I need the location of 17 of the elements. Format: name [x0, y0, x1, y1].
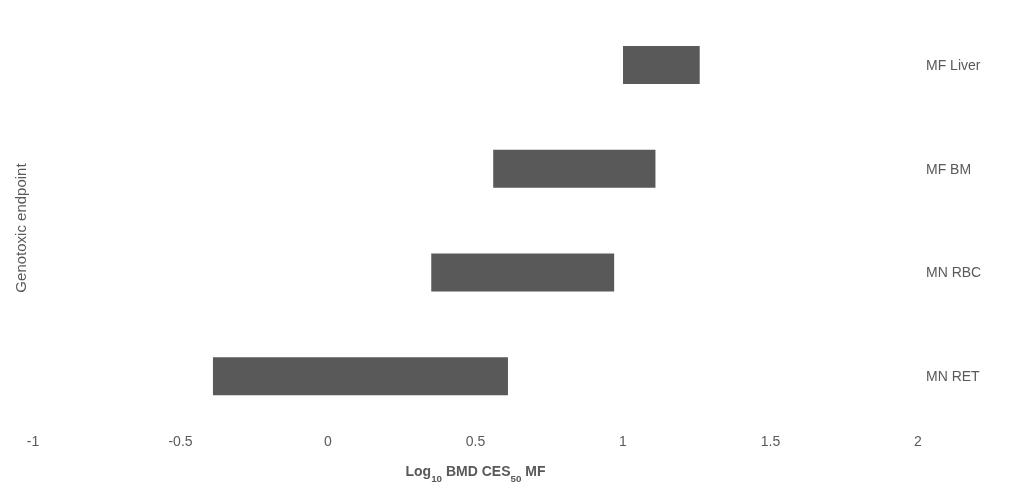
y-tick-label: MF Liver	[926, 56, 981, 73]
y-tick-label: MN RBC	[926, 264, 982, 281]
x-tick-label: -0.5	[168, 432, 193, 449]
bar	[623, 46, 700, 84]
x-axis-title: Log$_{10}$ BMD CES$_{50}$ MF	[405, 463, 546, 484]
x-tick-label: 2	[914, 432, 923, 449]
x-tick-label: 1	[619, 432, 628, 449]
x-tick-label: 0	[324, 432, 333, 449]
bar	[493, 149, 656, 188]
y-axis-title: Genotoxic endpoint	[12, 162, 29, 293]
bar	[431, 253, 615, 292]
y-tick-label: MN RET	[926, 368, 981, 385]
x-tick-label: 0.5	[465, 432, 486, 449]
x-tick-label: -1	[26, 432, 40, 449]
y-tick-label: MF BM	[926, 160, 972, 177]
x-tick-label: 1.5	[760, 432, 781, 449]
bar	[212, 357, 508, 396]
